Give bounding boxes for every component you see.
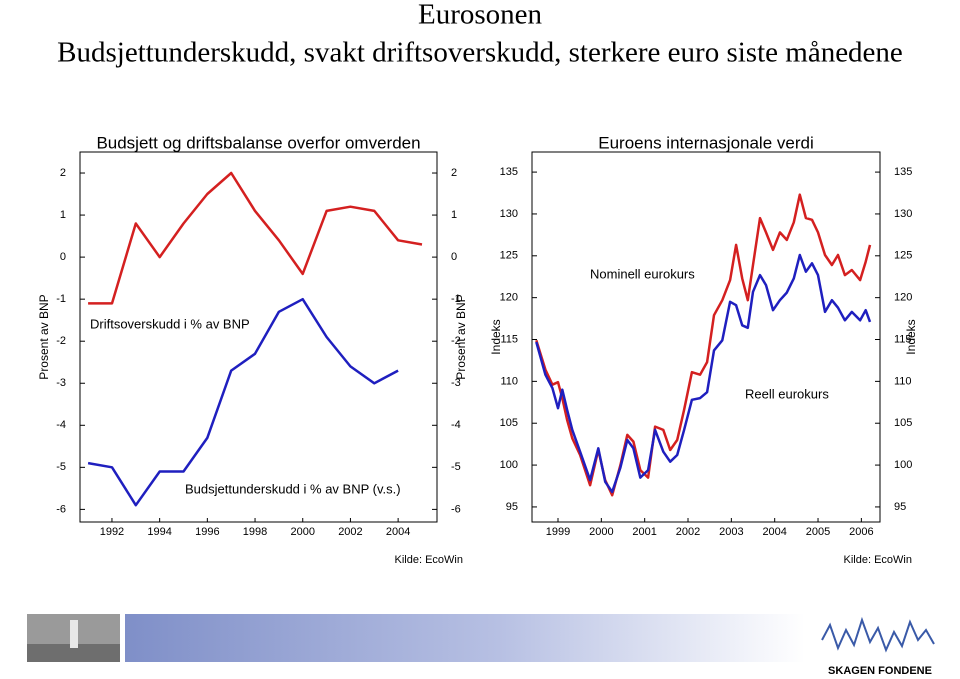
- x-tick-label: 1992: [100, 526, 124, 538]
- y-tick-label: -2: [56, 335, 66, 347]
- y-tick-label: 105: [500, 417, 518, 429]
- y2-tick-label: 95: [894, 501, 906, 513]
- x-tick-label: 2006: [849, 526, 873, 538]
- y-tick-label: 120: [500, 292, 518, 304]
- y-tick-label: -5: [56, 461, 66, 473]
- y2-tick-label: 105: [894, 417, 912, 429]
- x-tick-label: 2002: [338, 526, 362, 538]
- x-tick-label: 2000: [589, 526, 613, 538]
- y-tick-label: 2: [60, 167, 66, 179]
- y-tick-label: 130: [500, 208, 518, 220]
- y-tick-label: -4: [56, 419, 66, 431]
- y2-tick-label: -1: [451, 293, 461, 305]
- band: [125, 614, 805, 662]
- logo-text: SKAGEN FONDENE: [828, 665, 932, 677]
- photo-rocks: [27, 644, 120, 662]
- chart-title: Budsjett og driftsbalanse overfor omverd…: [96, 133, 420, 152]
- y-tick-label: 95: [506, 501, 518, 513]
- y2-tick-label: 1: [451, 209, 457, 221]
- lighthouse: [70, 620, 78, 648]
- y-axis-label: Indeks: [489, 319, 503, 354]
- y-tick-label: -6: [56, 503, 66, 515]
- y-tick-label: 0: [60, 251, 66, 263]
- y-tick-label: -3: [56, 377, 66, 389]
- y2-tick-label: 2: [451, 167, 457, 179]
- source-note: Kilde: EcoWin: [844, 554, 912, 566]
- series-line: [87, 297, 399, 507]
- y-axis-label: Prosent av BNP: [37, 294, 51, 379]
- y-tick-label: -1: [56, 293, 66, 305]
- y2-axis-label: Prosent av BNP: [454, 294, 468, 379]
- y-tick-label: 110: [500, 375, 518, 387]
- y2-tick-label: -5: [451, 461, 461, 473]
- slide-title: Eurosonen: [418, 0, 543, 31]
- y2-tick-label: 125: [894, 250, 912, 262]
- x-tick-label: 2004: [386, 526, 410, 538]
- source-note: Kilde: EcoWin: [395, 554, 463, 566]
- y2-tick-label: 110: [894, 375, 912, 387]
- series-line: [535, 193, 872, 497]
- series-label: Reell eurokurs: [745, 386, 829, 401]
- x-tick-label: 1994: [147, 526, 171, 538]
- y2-tick-label: 100: [894, 459, 912, 471]
- y-tick-label: 115: [500, 333, 518, 345]
- series-label: Nominell eurokurs: [590, 266, 695, 281]
- x-tick-label: 2003: [719, 526, 743, 538]
- series-line: [88, 171, 423, 305]
- x-tick-label: 2004: [762, 526, 786, 538]
- y-tick-label: 1: [60, 209, 66, 221]
- y2-tick-label: 0: [451, 251, 457, 263]
- x-tick-label: 2001: [632, 526, 656, 538]
- plot-frame: [531, 151, 881, 523]
- x-tick-label: 1996: [195, 526, 219, 538]
- y2-tick-label: 135: [894, 166, 912, 178]
- x-tick-label: 1998: [243, 526, 267, 538]
- y-tick-label: 100: [500, 459, 518, 471]
- x-tick-label: 1999: [546, 526, 570, 538]
- footer: SKAGEN FONDENE: [27, 614, 935, 677]
- x-tick-label: 2002: [676, 526, 700, 538]
- y-tick-label: 135: [500, 166, 518, 178]
- series-label: Budsjettunderskudd i % av BNP (v.s.): [185, 481, 401, 496]
- series-label: Driftsoverskudd i % av BNP: [90, 316, 250, 331]
- y2-tick-label: 120: [894, 292, 912, 304]
- y2-tick-label: -2: [451, 335, 461, 347]
- y2-tick-label: -6: [451, 503, 461, 515]
- y2-tick-label: 130: [894, 208, 912, 220]
- x-tick-label: 2005: [806, 526, 830, 538]
- y2-axis-label: Indeks: [904, 319, 918, 354]
- slide-subtitle: Budsjettunderskudd, svakt driftsoverskud…: [57, 37, 903, 69]
- plot-frame: [79, 151, 438, 523]
- x-tick-label: 2000: [290, 526, 314, 538]
- y2-tick-label: -3: [451, 377, 461, 389]
- logo-mark: [821, 616, 935, 653]
- y2-tick-label: -4: [451, 419, 461, 431]
- y-tick-label: 125: [500, 250, 518, 262]
- y2-tick-label: 115: [894, 333, 912, 345]
- chart-title: Euroens internasjonale verdi: [598, 133, 813, 152]
- series-line: [535, 253, 872, 494]
